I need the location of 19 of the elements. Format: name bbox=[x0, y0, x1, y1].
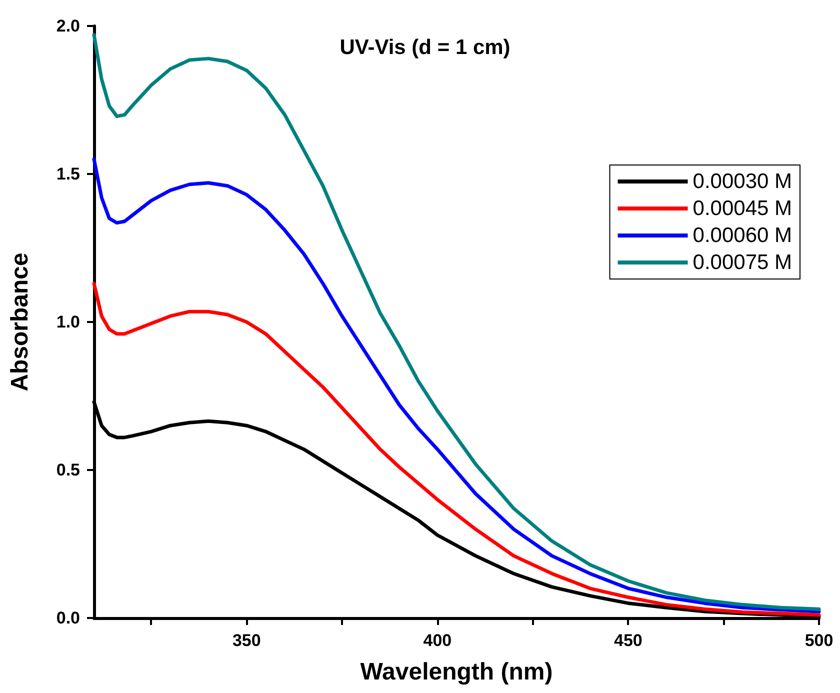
legend-label: 0.00030 M bbox=[692, 170, 792, 193]
x-tick-label: 450 bbox=[614, 631, 642, 650]
y-tick-label: 1.0 bbox=[56, 312, 80, 332]
legend-label: 0.00045 M bbox=[692, 197, 792, 220]
line-series bbox=[92, 157, 821, 614]
x-tick-label: 350 bbox=[232, 631, 261, 650]
x-tick-label: 400 bbox=[423, 631, 452, 650]
y-tick-label: 0.5 bbox=[56, 460, 80, 480]
y-tick-label: 1.5 bbox=[56, 164, 80, 184]
legend-label: 0.00075 M bbox=[692, 251, 792, 274]
y-tick-label: 0.0 bbox=[56, 608, 80, 628]
text: UV-Vis (d = 1 cm) bbox=[340, 36, 510, 59]
x-tick-label: 500 bbox=[804, 631, 834, 650]
y-tick-label: 2.0 bbox=[56, 16, 80, 36]
line-series bbox=[92, 282, 821, 617]
legend-label: 0.00060 M bbox=[692, 224, 792, 247]
x-axis-title: Wavelength (nm) bbox=[360, 658, 553, 686]
line-series bbox=[92, 33, 821, 611]
y-axis-title: Absorbance bbox=[6, 252, 34, 392]
